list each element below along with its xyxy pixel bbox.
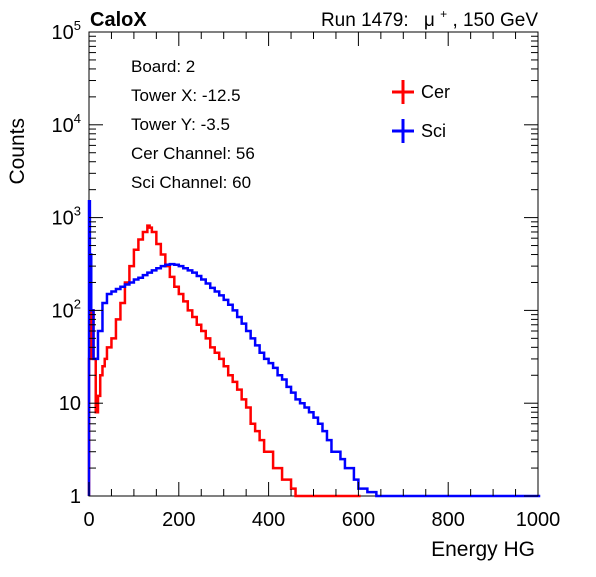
x-axis-label: Energy HG xyxy=(431,538,535,561)
run-title-charge: + xyxy=(440,7,447,21)
run-title-prefix: Run 1479: xyxy=(321,10,409,31)
y-tick-label: 10 xyxy=(59,393,81,415)
y-tick-label: 102 xyxy=(52,296,81,322)
y-axis-label: Counts xyxy=(6,118,29,185)
x-tick-label: 0 xyxy=(83,509,94,531)
y-tick-label: 105 xyxy=(52,18,81,44)
info-tower-x: Tower X: -12.5 xyxy=(131,86,241,105)
x-tick-label: 600 xyxy=(342,509,375,531)
caloX-title: CaloX xyxy=(90,9,147,31)
series-cer-line xyxy=(87,224,361,498)
legend-cer-label: Cer xyxy=(421,82,450,102)
axis-layer: 0 200 400 600 800 1000 1 10 102 103 104 105 xyxy=(52,18,561,531)
x-tick-label: 400 xyxy=(252,509,285,531)
y-tick-label: 1 xyxy=(70,486,81,508)
y-tick-label: 104 xyxy=(52,111,81,137)
info-box: Board: 2 Tower X: -12.5 Tower Y: -3.5 Ce… xyxy=(131,57,255,192)
info-sci-channel: Sci Channel: 60 xyxy=(131,173,251,192)
x-tick-label: 800 xyxy=(432,509,465,531)
x-tick-label: 200 xyxy=(162,509,195,531)
legend-sci-marker xyxy=(392,119,414,143)
info-cer-channel: Cer Channel: 56 xyxy=(131,144,255,163)
info-board: Board: 2 xyxy=(131,57,195,76)
legend-cer-marker xyxy=(392,80,414,104)
legend: Cer Sci xyxy=(392,80,450,143)
series-layer xyxy=(87,200,541,498)
series-sci-line xyxy=(87,200,541,498)
run-title-particle: μ xyxy=(424,10,435,31)
info-tower-y: Tower Y: -3.5 xyxy=(131,115,230,134)
y-tick-label: 103 xyxy=(52,204,81,230)
run-title-suffix: , 150 GeV xyxy=(452,10,538,31)
legend-sci-label: Sci xyxy=(421,121,446,141)
run-title: Run 1479: μ + , 150 GeV xyxy=(321,2,538,31)
x-tick-label: 1000 xyxy=(516,509,561,531)
